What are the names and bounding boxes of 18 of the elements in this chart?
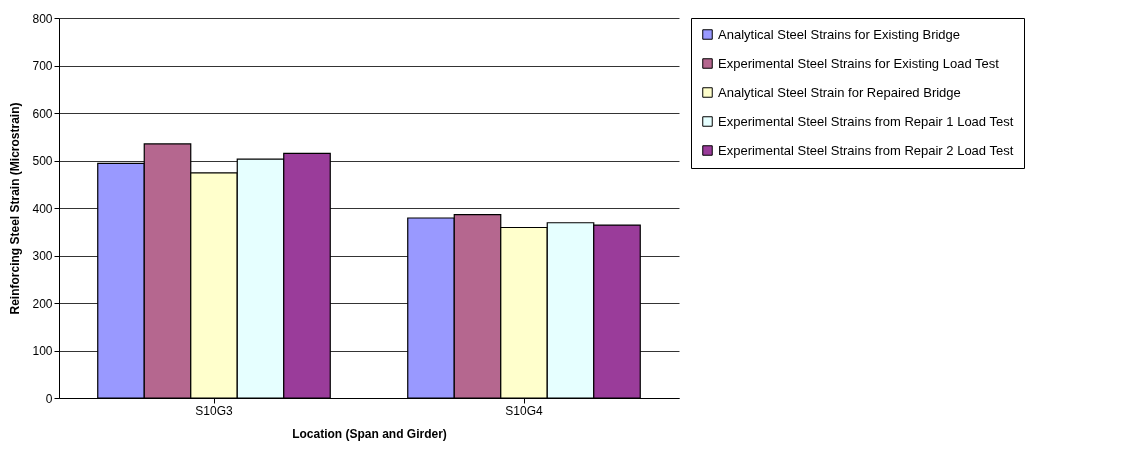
y-tick-label: 800	[32, 11, 53, 26]
y-tick-label: 600	[32, 106, 53, 121]
y-tick-label: 400	[32, 201, 53, 216]
legend-label: Analytical Steel Strains for Existing Bridge	[718, 26, 961, 42]
y-tick-label: 200	[32, 296, 53, 311]
y-tick-label: 300	[32, 249, 53, 263]
legend-label: Experimental Steel Strains from Repair 2 Load Test	[718, 142, 1014, 158]
legend-label: Experimental Steel Strains for Existing Load Test	[718, 55, 1000, 71]
legend-label: Experimental Steel Strains from Repair 1 Load Test	[718, 113, 1014, 129]
y-tick-label: 500	[32, 154, 53, 168]
x-tick-label: S10G3	[195, 403, 234, 418]
x-tick-label: S10G4	[505, 403, 544, 418]
y-axis-title: Reinforcing Steel Strain (Microstrain)	[8, 102, 23, 315]
y-tick-label: 0	[45, 391, 53, 406]
y-tick-label: 700	[32, 59, 53, 73]
y-tick-label: 100	[32, 344, 53, 358]
x-axis-title: Location (Span and Girder)	[292, 426, 447, 441]
legend-label: Analytical Steel Strain for Repaired Bridge	[718, 84, 961, 100]
